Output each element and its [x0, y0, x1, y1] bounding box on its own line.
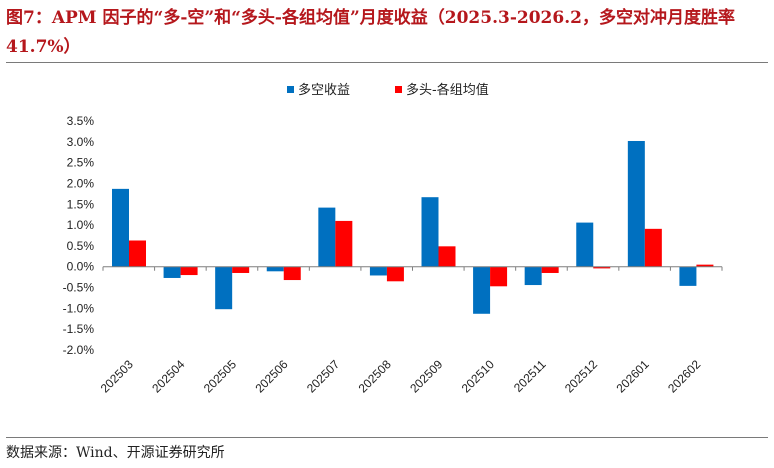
y-axis: 3.5% 3.0% 2.5% 2.0% 1.5% 1.0% 0.5% 0.0% -0.5% -1.…	[63, 114, 95, 357]
bar-long-minus-mean-202601	[644, 228, 662, 267]
bar-long-short-202505	[215, 266, 233, 310]
bar-long-minus-mean-202602	[696, 264, 714, 267]
bar-long-minus-mean-202507	[335, 220, 353, 267]
bar-long-short-202506	[266, 266, 284, 272]
legend-label-long-short: 多空收益	[298, 82, 350, 98]
chart-title: 图7：APM 因子的“多-空”和“多头-各组均值”月度收益（2025.3-202…	[6, 8, 735, 57]
y-tick-label: -1.0%	[63, 301, 95, 315]
y-tick-label: 3.5%	[67, 114, 95, 128]
bar-long-minus-mean-202510	[490, 266, 508, 287]
top-rule	[6, 62, 768, 63]
y-tick-label: 1.0%	[67, 218, 95, 232]
y-tick-label: 3.0%	[67, 135, 95, 149]
x-tick-label: 202602	[665, 357, 703, 395]
bar-long-minus-mean-202508	[386, 266, 404, 282]
x-tick-label: 202512	[562, 357, 600, 395]
x-tick-label: 202506	[252, 357, 290, 395]
x-tick-label: 202510	[459, 357, 497, 395]
x-tick-label: 202509	[407, 357, 445, 395]
bar-long-short-202507	[318, 207, 336, 267]
bar-long-minus-mean-202503	[129, 240, 146, 267]
x-tick-label: 202601	[614, 357, 652, 395]
bar-long-short-202602	[679, 266, 697, 286]
y-tick-label: -1.5%	[63, 322, 95, 336]
y-tick-label: -2.0%	[63, 343, 95, 357]
bar-long-short-202601	[627, 140, 645, 267]
y-tick-label: 2.0%	[67, 176, 95, 190]
bar-long-short-202508	[369, 266, 387, 276]
legend-swatch-long-short	[287, 86, 294, 93]
y-tick-label: -0.5%	[63, 281, 95, 295]
bar-long-short-202511	[524, 266, 542, 286]
bar-long-short-202509	[421, 197, 439, 267]
y-tick-label: 1.5%	[67, 197, 95, 211]
bar-chart: 多空收益 多头-各组均值 3.5% 3.0% 2.5% 2.0% 1.5% 1.0% 0.5%…	[63, 82, 723, 395]
bars	[112, 140, 714, 314]
y-tick-label: 2.5%	[67, 156, 95, 170]
bar-long-minus-mean-202505	[232, 266, 250, 273]
x-tick-label: 202505	[201, 357, 239, 395]
y-tick-label: 0.0%	[67, 260, 95, 274]
bar-long-short-202510	[473, 266, 491, 314]
legend-swatch-long-minus-mean	[395, 86, 402, 93]
bar-long-minus-mean-202512	[593, 266, 611, 269]
bar-long-minus-mean-202509	[438, 246, 456, 267]
bar-long-minus-mean-202506	[283, 266, 301, 281]
x-tick-label: 202511	[511, 357, 549, 395]
bar-long-short-202512	[576, 222, 594, 267]
source-note: 数据来源：Wind、开源证券研究所	[6, 445, 225, 461]
y-tick-label: 0.5%	[67, 239, 95, 253]
x-tick-label: 202504	[149, 357, 187, 395]
bottom-rule	[6, 437, 768, 438]
x-tick-label: 202508	[356, 357, 394, 395]
legend-label-long-minus-mean: 多头-各组均值	[406, 82, 489, 98]
x-tick-label: 202507	[304, 357, 342, 395]
bar-long-minus-mean-202511	[541, 266, 559, 273]
bar-long-minus-mean-202504	[180, 266, 198, 276]
bar-long-short-202503	[112, 188, 129, 267]
x-axis: 202503 202504 202505 202506 202507 202508 2025…	[98, 266, 723, 395]
bar-long-short-202504	[163, 266, 181, 278]
legend: 多空收益 多头-各组均值	[287, 82, 489, 98]
x-tick-label: 202503	[98, 357, 136, 395]
